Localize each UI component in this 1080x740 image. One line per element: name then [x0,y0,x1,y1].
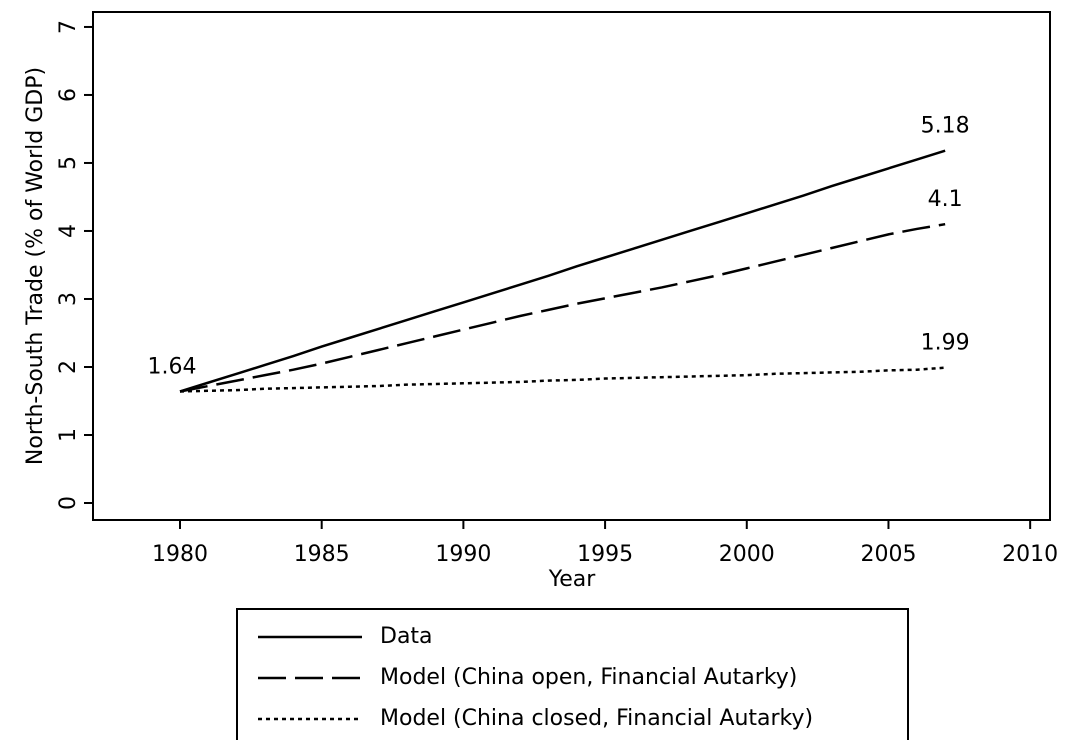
y-tick-label: 2 [56,360,81,374]
x-tick-label: 1995 [577,542,633,567]
x-tick-label: 1985 [294,542,350,567]
series-line [179,149,946,393]
y-tick-label: 1 [56,428,81,442]
y-tick-label: 4 [56,224,81,238]
data-label: 4.1 [928,187,963,212]
y-tick-label: 0 [56,496,81,510]
data-label: 1.99 [921,331,970,356]
x-tick-label: 1980 [152,542,208,567]
y-axis-title: North-South Trade (% of World GDP) [23,67,48,465]
series-line [179,366,946,393]
legend-label: Model (China closed, Financial Autarky) [380,706,813,731]
legend-box [236,608,909,740]
x-axis-title: Year [548,567,597,592]
x-tick-label: 2000 [719,542,775,567]
legend-label: Model (China open, Financial Autarky) [380,665,797,690]
x-tick-label: 1990 [435,542,491,567]
plot-frame [92,11,1051,521]
data-label: 1.64 [148,354,197,379]
y-tick-label: 5 [56,156,81,170]
data-label: 5.18 [921,114,970,139]
y-tick-label: 3 [56,292,81,306]
legend-label: Data [380,624,433,649]
x-tick-label: 2010 [1002,542,1058,567]
series-line [179,222,946,393]
y-tick-label: 7 [56,20,81,34]
y-tick-label: 6 [56,88,81,102]
x-tick-label: 2005 [860,542,916,567]
